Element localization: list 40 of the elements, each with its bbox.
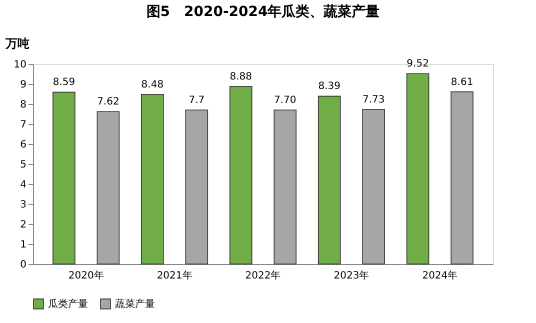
data-label: 7.62 [97,96,120,108]
bar [52,92,76,264]
data-label: 8.59 [52,77,76,88]
y-tick-label: 4 [20,180,26,190]
data-label: 8.61 [450,76,474,88]
y-tick-label: 6 [20,140,26,150]
x-tick-label: 2022年 [245,270,281,282]
chart-title: 图5 2020-2024年瓜类、蔬菜产量 [146,3,380,20]
bar [406,73,430,264]
legend-label: 蔬菜产量 [115,298,155,310]
y-tick-label: 0 [20,260,26,270]
bar [185,110,208,264]
bar [450,91,474,264]
x-tick-label: 2023年 [334,270,370,282]
y-tick-label: 8 [20,100,26,110]
bar [318,96,341,264]
data-label: 7.7 [188,95,205,106]
y-tick-label: 7 [20,120,26,130]
data-label: 7.70 [274,95,296,106]
data-label: 8.88 [230,71,252,82]
data-label: 8.48 [141,79,164,90]
data-label: 9.52 [406,58,429,70]
x-tick-label: 2024年 [422,270,458,282]
bar [229,86,252,264]
y-tick-label: 1 [20,240,26,250]
bar [141,94,164,264]
bar [96,111,120,264]
x-tick-label: 2021年 [156,270,192,282]
y-tick-label: 5 [20,160,26,170]
data-label: 7.73 [362,94,385,106]
y-tick-label: 2 [20,220,26,230]
y-tick-label: 10 [14,60,26,70]
data-label: 8.39 [318,81,340,92]
bar [274,110,297,264]
y-tick-label: 9 [20,80,26,90]
y-tick-label: 3 [20,200,26,210]
x-tick-label: 2020年 [68,270,104,282]
bar [362,109,385,264]
legend-label: 瓜类产量 [48,298,88,310]
y-axis-title: 万吨 [4,36,30,50]
